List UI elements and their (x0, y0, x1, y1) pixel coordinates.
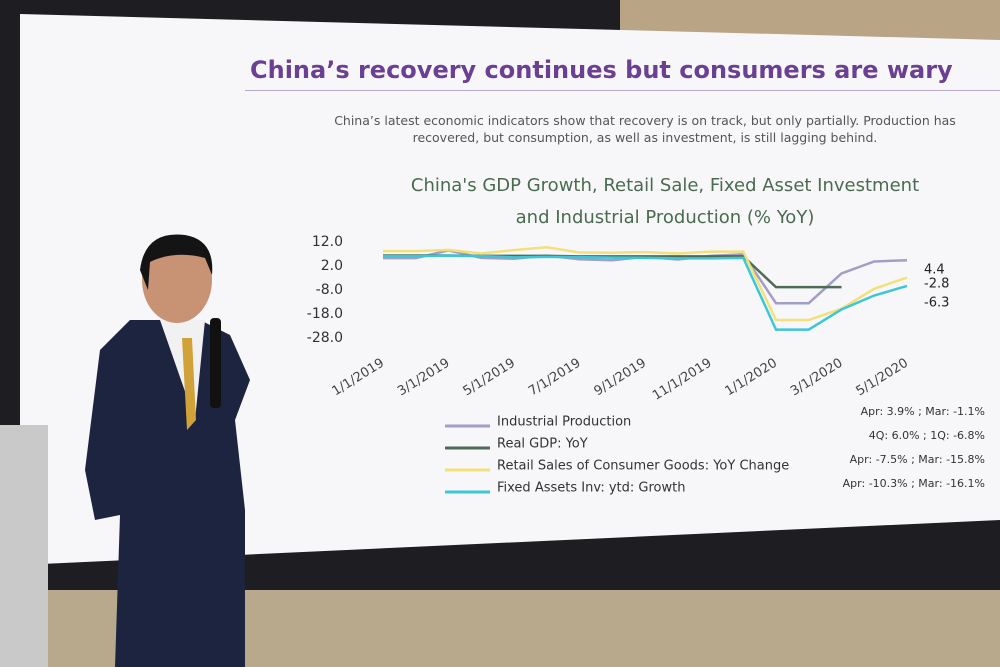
data-label: 4.4 (924, 263, 945, 278)
chart-title: China's GDP Growth, Retail Sale, Fixed A… (411, 175, 919, 196)
speaker-head (142, 237, 212, 323)
slide-heading: China’s recovery continues but consumers… (250, 56, 953, 84)
legend-label: Real GDP: YoY (497, 437, 588, 452)
legend-label: Fixed Assets Inv: ytd: Growth (497, 481, 685, 496)
series-line (383, 246, 908, 322)
y-tick-label: -28.0 (307, 330, 343, 346)
slide-text: China’s latest economic indicators show … (334, 113, 956, 145)
y-tick-label: 12.0 (312, 234, 343, 250)
speaker-tie (182, 338, 196, 430)
y-tick-label: -8.0 (316, 282, 343, 298)
y-tick-label: -18.0 (307, 306, 343, 322)
legend-label: Industrial Production (497, 415, 631, 430)
legend-note: Apr: -7.5% ; Mar: -15.8% (850, 453, 985, 466)
legend-note: Apr: 3.9% ; Mar: -1.1% (861, 405, 985, 418)
series-line (383, 254, 908, 331)
data-label: -6.3 (924, 296, 949, 311)
screen (20, 14, 1000, 565)
chart-title: and Industrial Production (% YoY) (516, 207, 815, 228)
legend-label: Retail Sales of Consumer Goods: YoY Chan… (497, 459, 789, 474)
y-tick-label: 2.0 (321, 258, 343, 274)
legend-note: Apr: -10.3% ; Mar: -16.1% (843, 477, 985, 490)
speaker-suit (85, 320, 250, 667)
microphone (210, 318, 221, 408)
data-label: -2.8 (924, 277, 949, 292)
speaker-hair (140, 234, 213, 290)
legend-note: 4Q: 6.0% ; 1Q: -6.8% (869, 429, 985, 442)
heading-rule (245, 90, 1000, 91)
podium (0, 425, 48, 667)
